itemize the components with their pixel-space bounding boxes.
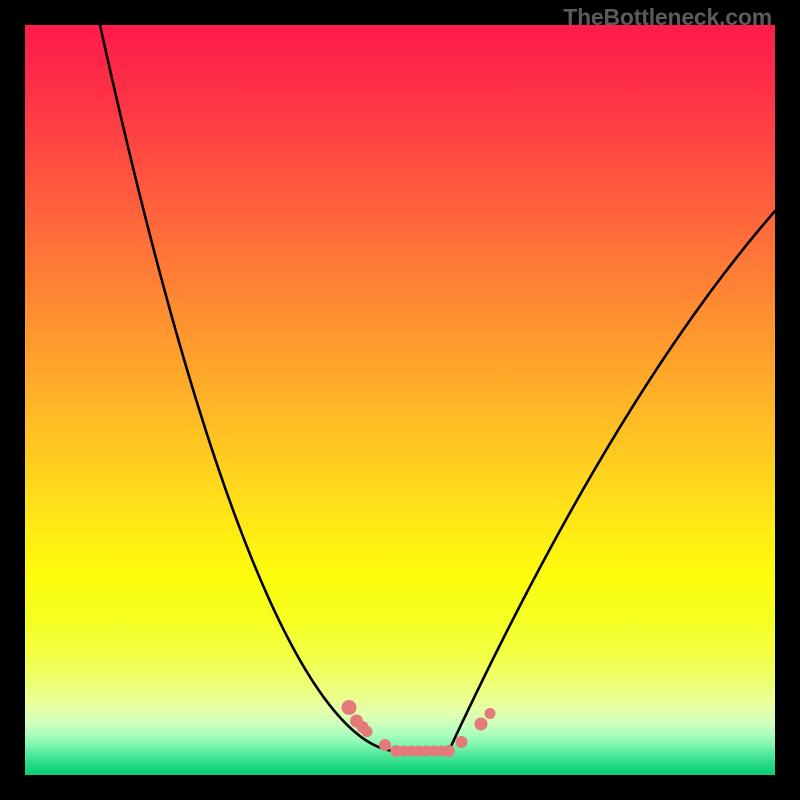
watermark-text: TheBottleneck.com bbox=[563, 4, 772, 31]
marker-dot bbox=[379, 739, 391, 751]
marker-dot bbox=[456, 736, 468, 748]
marker-dot bbox=[443, 745, 455, 757]
chart-frame: TheBottleneck.com bbox=[0, 0, 800, 800]
plot-area bbox=[25, 25, 775, 775]
chart-svg bbox=[25, 25, 775, 775]
marker-dot bbox=[342, 700, 357, 715]
marker-dot bbox=[362, 726, 373, 737]
marker-dot bbox=[475, 718, 488, 731]
marker-dot bbox=[485, 708, 496, 719]
gradient-background bbox=[25, 25, 775, 775]
